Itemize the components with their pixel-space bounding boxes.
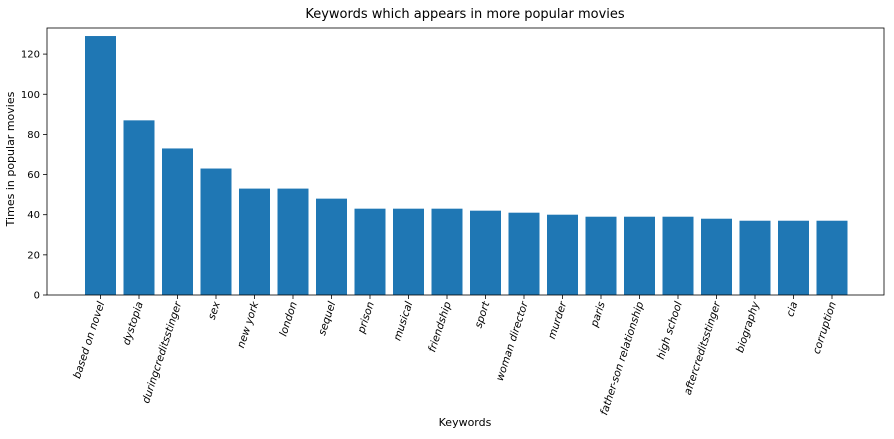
x-tick-label: paris [588,300,608,330]
bar-biography [739,220,771,295]
bar-prison [354,208,386,295]
x-tick-label: dystopia [121,300,146,346]
y-tick-label: 0 [34,291,40,302]
plot-frame [46,27,885,296]
x-tick-label: sport [473,299,493,329]
x-tick-label: musical [391,300,415,342]
y-tick-label: 40 [27,210,40,221]
x-tick-label: london [277,300,299,338]
y-axis-label: Times in popular movies [4,91,17,227]
bar-sex [200,168,232,295]
x-tick-label: cia [784,300,800,318]
bar-sequel [316,198,347,295]
bar-new-york [239,188,270,295]
x-tick-label: father-son relationship [598,300,646,417]
bar-musical [393,208,424,295]
x-tick-label: sequel [316,300,338,337]
y-tick-label: 100 [21,90,40,101]
bar-aftercreditsstinger [701,218,732,295]
x-tick-label: corruption [811,300,839,355]
bar-woman-director [508,212,540,295]
y-tick-label: 120 [21,50,40,61]
y-axis: 0 20 40 60 80 100 120 [21,50,47,302]
bar-cia [778,220,809,295]
bar-duringcreditsstinger [162,148,193,295]
x-axis-label: Keywords [439,416,492,429]
chart-title: Keywords which appears in more popular m… [305,7,625,22]
x-tick-label: aftercreditsstinger [682,300,724,397]
bars-layer [85,36,848,295]
bar-paris [585,216,617,295]
x-tick-label: friendship [426,300,454,354]
bar-based-on-novel [85,36,116,295]
bar-murder [547,214,578,295]
bar-father-son-relationship [624,216,655,295]
x-tick-label: biography [734,299,762,354]
y-tick-label: 80 [27,130,40,141]
y-tick-label: 60 [27,170,40,181]
bar-london [277,188,309,295]
y-tick-label: 20 [27,250,40,261]
x-tick-label: duringcreditsstinger [140,300,184,405]
x-tick-label: woman director [494,300,531,383]
bar-sport [470,210,501,295]
bar-high-school [662,216,694,295]
x-axis: based on novel dystopiaduringcreditssting… [71,295,839,417]
x-tick-label: based on novel [71,300,107,380]
x-tick-label: sex [206,299,223,321]
bar-dystopia [123,120,155,295]
x-tick-label: high school [655,300,685,361]
x-tick-label: murder [546,300,570,341]
x-tick-label: prison [355,300,377,336]
bar-friendship [431,208,463,295]
x-tick-label: new york [235,299,262,349]
bar-corruption [816,220,848,295]
